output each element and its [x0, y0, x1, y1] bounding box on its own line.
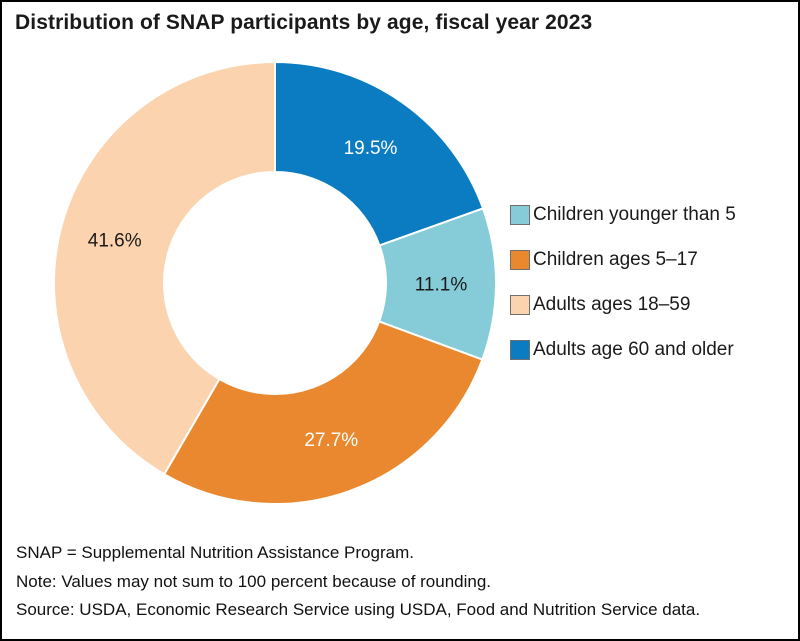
legend-label: Children younger than 5 [533, 204, 736, 225]
footnote-source: Source: USDA, Economic Research Service … [16, 600, 701, 619]
footnote-abbreviation: SNAP = Supplemental Nutrition Assistance… [16, 543, 414, 562]
donut-slice-children-5-17 [162, 320, 484, 505]
footnote-note: Note: Values may not sum to 100 percent … [16, 571, 492, 591]
legend-item-children-under-5: Children younger than 5 [510, 204, 736, 226]
legend-item-adults-18-59: Adults ages 18–59 [510, 294, 736, 316]
legend-label: Children ages 5–17 [533, 249, 698, 270]
slice-label-adults-60-older: 19.5% [344, 138, 398, 159]
slice-label-children-under-5: 11.1% [415, 274, 468, 295]
legend-swatch-adults-60-older-icon [510, 340, 530, 360]
slice-label-children-5-17: 27.7% [304, 430, 358, 451]
footnotes: SNAP = Supplemental Nutrition Assistance… [16, 539, 700, 625]
legend-swatch-children-under-5-icon [510, 205, 530, 225]
slice-label-adults-18-59: 41.6% [88, 231, 142, 252]
legend-item-adults-60-older: Adults age 60 and older [510, 339, 736, 361]
legend-label: Adults age 60 and older [533, 339, 734, 360]
chart-title: Distribution of SNAP participants by age… [15, 11, 593, 34]
donut-slice-adults-18-59 [53, 60, 276, 476]
legend-swatch-adults-18-59-icon [510, 295, 530, 315]
legend-swatch-children-5-17-icon [510, 250, 530, 270]
legend: Children younger than 5 Children ages 5–… [510, 204, 736, 384]
legend-item-children-5-17: Children ages 5–17 [510, 249, 736, 271]
donut-slice-adults-60-older [274, 60, 485, 247]
legend-label: Adults ages 18–59 [533, 294, 691, 315]
